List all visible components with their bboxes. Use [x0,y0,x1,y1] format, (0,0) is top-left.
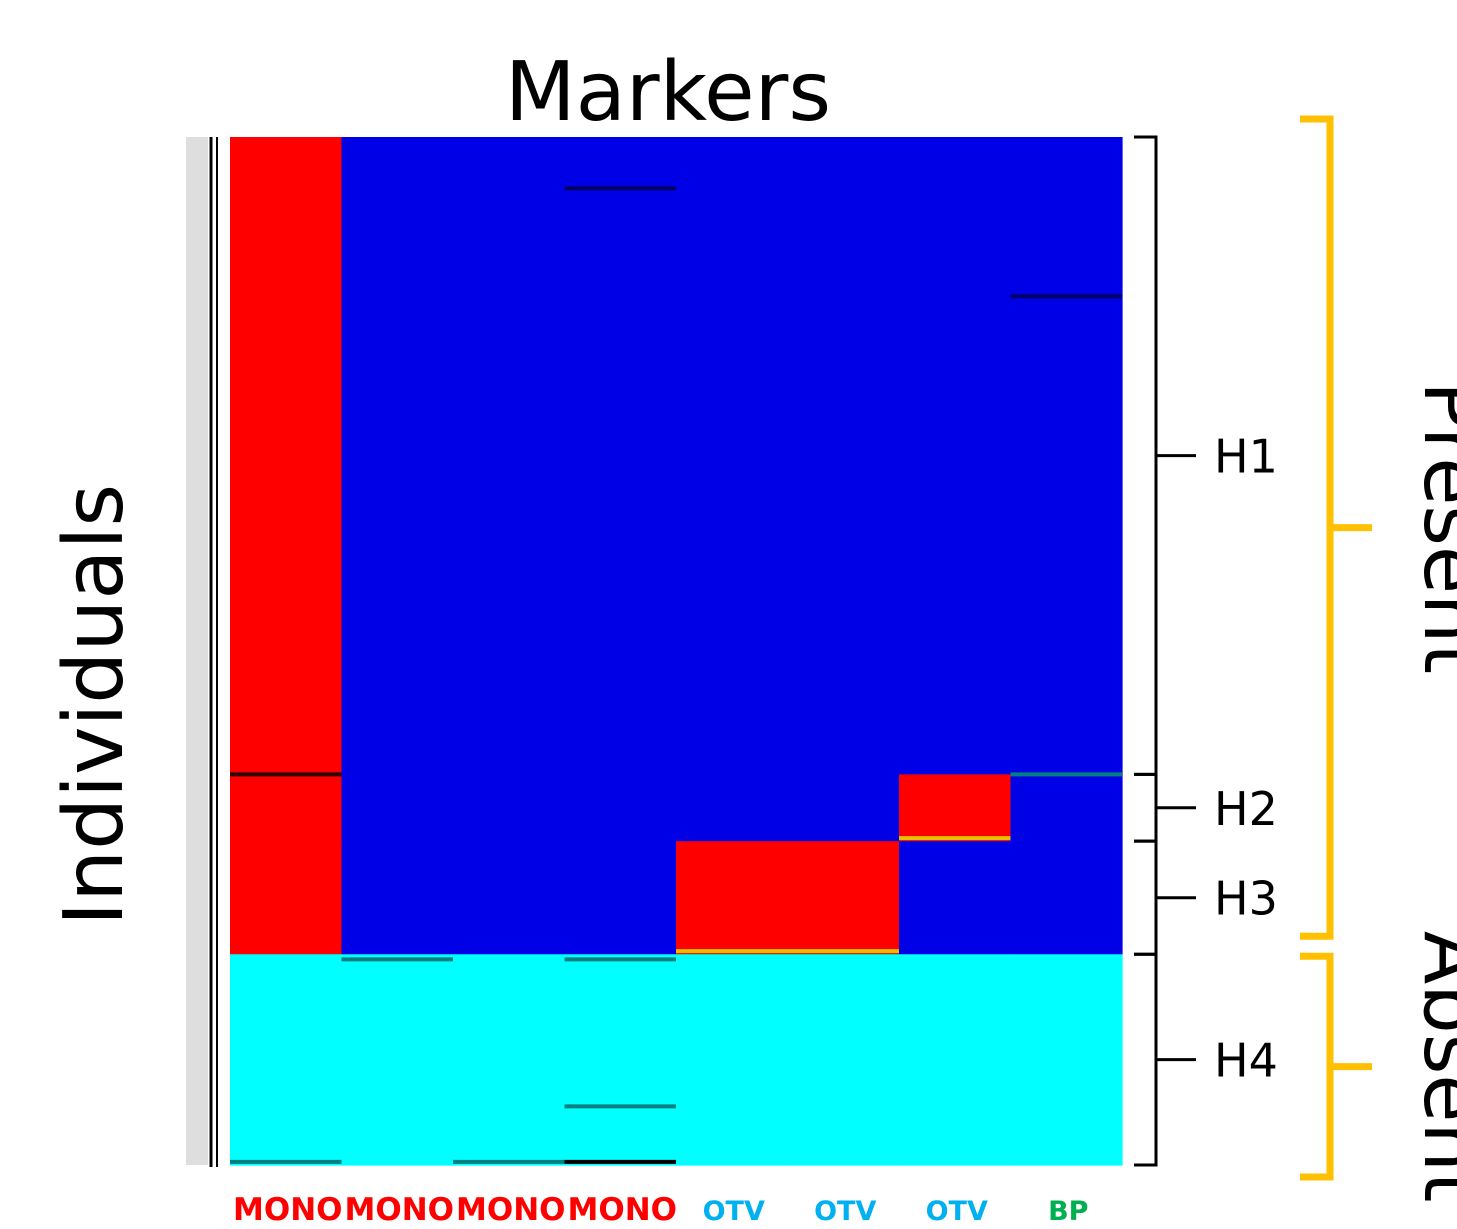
group-bracket [1134,952,1196,1167]
heatmap-cell [676,137,789,775]
marker-tick-label: OTV [926,1196,988,1225]
category-label: Present [1406,381,1457,674]
group-bracket [1134,772,1196,843]
marker-tick-label: MONO [345,1192,455,1225]
category-label: Absent [1406,931,1457,1203]
heatmap-cell [1010,841,1123,955]
group-label: H3 [1214,872,1278,926]
heatmap-cell [1010,137,1123,775]
category-brace [1300,952,1372,1181]
heatmap-cell [564,954,677,1166]
heatmap-cell [341,841,454,955]
heatmap-cell [453,954,566,1166]
heatmap-cell [1010,774,1123,842]
heatmap-cell [230,954,343,1166]
heatmap-cell [564,137,677,775]
heatmap-cell [564,841,677,955]
heatmap-cell [230,137,343,775]
heatmap-cell [453,774,566,842]
group-label: H4 [1214,1034,1278,1088]
dendrogram-branches [186,137,208,1165]
heatmap-cell [453,137,566,775]
heatmap-cell [676,774,789,842]
marker-tick-label: MONO [233,1192,343,1225]
heatmap-cell [787,137,900,775]
chart-title: Markers [505,45,831,140]
heatmap-cell [899,954,1012,1166]
heatmap-cell [676,954,789,1166]
heatmap-cell [1010,954,1123,1166]
heatmap-cell [787,954,900,1166]
marker-tick-label: MONO [568,1192,678,1225]
y-axis-label: Individuals [47,484,142,926]
heatmap-cell [564,774,677,842]
group-bracket [1134,839,1196,956]
category-brace [1300,115,1372,940]
heatmap-cell [230,841,343,955]
heatmap-cell [230,774,343,842]
heatmap-cell [787,841,900,955]
group-bracket [1134,135,1196,776]
marker-tick-label: OTV [703,1196,765,1225]
marker-tick-label: BP [1048,1196,1088,1225]
heatmap-cell [453,841,566,955]
marker-tick-label: OTV [814,1196,876,1225]
heatmap-cell [787,774,900,842]
heatmap-cell [341,774,454,842]
heatmap-cell [899,841,1012,955]
heatmap-cell [899,137,1012,775]
group-label: H1 [1214,430,1278,484]
heatmap-cell [899,774,1012,842]
marker-tick-label: MONO [456,1192,566,1225]
group-label: H2 [1214,782,1278,836]
heatmap-cell [341,954,454,1166]
heatmap-cell [341,137,454,775]
heatmap-cell [676,841,789,955]
